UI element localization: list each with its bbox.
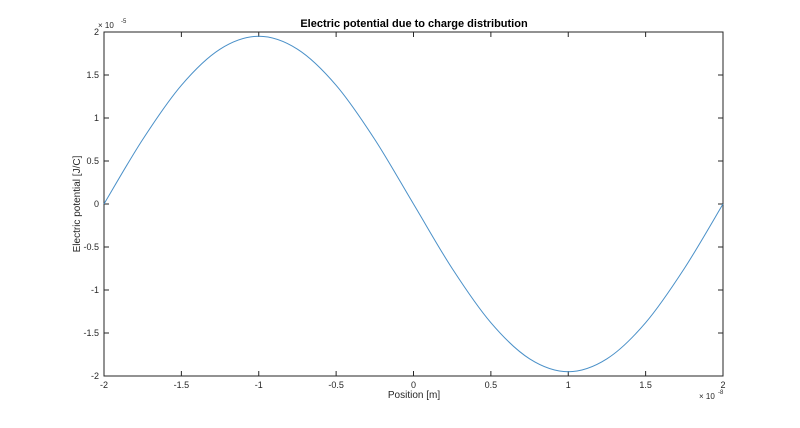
y-multiplier-base: × 10 (98, 21, 114, 30)
y-axis-label: Electric potential [J/C] (72, 155, 83, 252)
y-tick-label: -0.5 (83, 242, 99, 252)
chart-title: Electric potential due to charge distrib… (300, 18, 528, 30)
x-tick-label: 0.5 (485, 380, 498, 390)
x-tick-label: -2 (100, 380, 108, 390)
x-multiplier-exponent: -8 (718, 390, 724, 396)
y-multiplier-exponent: -5 (121, 19, 127, 25)
y-axis-multiplier: × 10 -5 (98, 19, 127, 30)
y-tick-label: 1.5 (86, 70, 99, 80)
y-tick-label: 0.5 (86, 156, 99, 166)
y-axis-ticks: -2 -1.5 -1 -0.5 0 0.5 1 1.5 2 (83, 27, 723, 381)
x-axis-multiplier: × 10 -8 (699, 390, 724, 401)
x-tick-label: -0.5 (328, 380, 344, 390)
x-tick-label: 2 (720, 380, 725, 390)
series-line (103, 35, 724, 373)
y-tick-label: 0 (94, 199, 99, 209)
y-tick-label: -1.5 (83, 328, 99, 338)
y-tick-label: 1 (94, 113, 99, 123)
x-tick-label: -1 (255, 380, 263, 390)
x-axis-label: Position [m] (388, 390, 440, 401)
series-layer (103, 35, 724, 373)
x-tick-label: 1 (566, 380, 571, 390)
x-axis-ticks: -2 -1.5 -1 -0.5 0 0.5 1 1.5 2 (100, 32, 726, 390)
x-tick-label: -1.5 (174, 380, 190, 390)
y-tick-label: 2 (94, 27, 99, 37)
x-tick-label: 1.5 (639, 380, 652, 390)
x-multiplier-base: × 10 (699, 392, 715, 401)
x-tick-label: 0 (411, 380, 416, 390)
y-tick-label: -2 (91, 371, 99, 381)
y-tick-label: -1 (91, 285, 99, 295)
